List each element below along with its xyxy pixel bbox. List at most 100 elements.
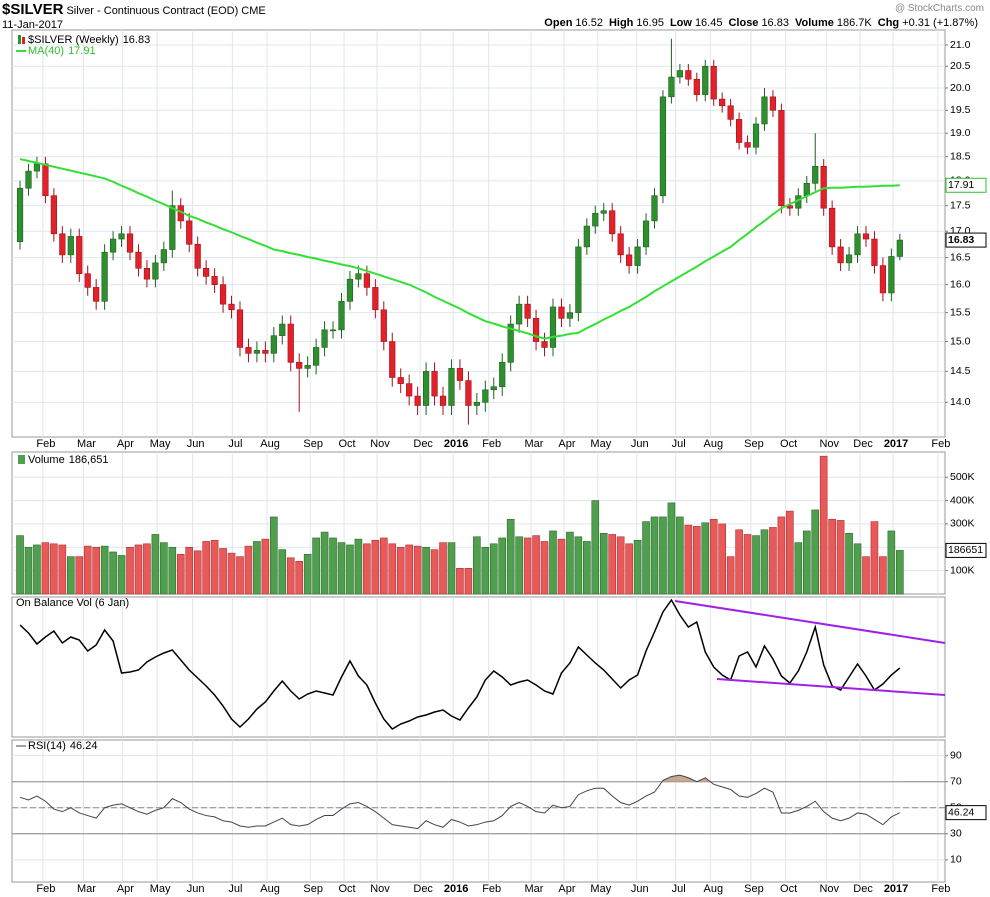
x-tick-label: Apr	[558, 438, 575, 450]
moving-average	[19, 158, 900, 340]
volume-bar	[439, 542, 447, 595]
candle-body	[845, 254, 853, 264]
y-tick-label: 100K	[950, 564, 975, 576]
candle-body	[228, 303, 235, 311]
legend-name: RSI(14)	[28, 740, 66, 752]
volume-bar	[227, 552, 236, 595]
candle-body	[363, 273, 370, 288]
volume-bar	[608, 534, 617, 595]
rsi-line	[19, 774, 901, 830]
x-tick-label: Nov	[370, 883, 390, 895]
volume-bar	[794, 542, 803, 595]
candle-body	[532, 318, 540, 342]
volume-bar	[532, 535, 540, 595]
volume-bar	[887, 530, 896, 595]
legend-price: $SILVER (Weekly) 16.83	[28, 34, 150, 46]
x-tick-label: Jul	[228, 883, 242, 895]
x-tick-label: Aug	[704, 438, 724, 450]
value-tag: 46.24	[948, 806, 974, 818]
volume-bar	[811, 509, 820, 595]
volume-bar	[506, 518, 515, 595]
value-tag-box	[945, 805, 987, 821]
x-tick-label: Sep	[303, 438, 323, 450]
volume-bar	[718, 523, 726, 595]
y-tick-label: 21.0	[950, 39, 971, 51]
value-tag: 16.83	[948, 234, 974, 246]
x-tick-label: Jul	[672, 438, 686, 450]
volume-bar	[16, 535, 24, 595]
x-tick-label: Feb	[36, 883, 55, 895]
volume-bar	[777, 516, 786, 595]
volume-bar	[489, 543, 498, 595]
x-tick-label: Sep	[744, 438, 764, 450]
candle-body	[524, 303, 531, 319]
volume-bar	[549, 530, 557, 595]
candle-body	[482, 389, 489, 403]
volume-bar	[244, 545, 253, 595]
candle-body	[676, 70, 683, 78]
candle-body	[33, 163, 41, 172]
candle-body	[490, 386, 497, 391]
volume-bar	[870, 521, 879, 595]
volume-bar	[303, 553, 312, 595]
candle-body	[59, 233, 66, 256]
candle-body	[575, 246, 582, 313]
candle-body	[473, 402, 480, 406]
obv-line	[19, 598, 901, 730]
chart-layer: 14.014.515.015.516.016.517.017.518.018.5…	[11, 29, 987, 895]
x-tick-label: 2017	[884, 883, 908, 895]
candle-body	[600, 210, 607, 214]
candle-body	[372, 287, 379, 311]
volume-bar	[684, 524, 693, 595]
volume-bar	[50, 543, 58, 595]
candle-body	[160, 249, 167, 264]
volume-bar	[405, 544, 413, 595]
watermark: @ StockCharts.com	[894, 3, 984, 14]
candle-body	[617, 233, 624, 256]
x-tick-label: Jun	[187, 438, 205, 450]
candle-body	[558, 306, 565, 319]
volume-bar	[692, 525, 701, 595]
candle-body	[516, 303, 523, 325]
candle-body	[879, 265, 887, 294]
stat-value: 16.83	[761, 17, 789, 29]
candle-body	[270, 335, 277, 354]
volume-bar	[286, 557, 295, 595]
volume-bar	[447, 542, 456, 595]
candle-body	[634, 246, 641, 266]
legend-volume: Volume 186,651	[28, 454, 108, 466]
volume-bar	[117, 555, 126, 595]
volume-bar	[176, 553, 185, 595]
candle-body	[253, 350, 261, 354]
candle-body	[304, 365, 311, 369]
candle-body	[422, 371, 430, 406]
volume-bar	[41, 542, 50, 595]
volume-bar	[236, 556, 244, 595]
volume-bar	[337, 542, 346, 595]
legend-name: Volume	[28, 454, 65, 466]
volume-bar	[760, 529, 769, 595]
y-tick-label: 19.5	[950, 104, 971, 116]
stat-label: Low	[669, 17, 692, 29]
candle-body	[626, 254, 633, 266]
candle-body	[414, 395, 421, 406]
candle-body	[25, 170, 32, 189]
stat-value: 16.95	[636, 17, 664, 29]
legend-icon	[18, 35, 21, 44]
y-tick-label: 14.5	[950, 365, 971, 377]
x-tick-label: Apr	[117, 438, 134, 450]
trendline	[674, 600, 946, 644]
candle-body	[84, 273, 91, 288]
value-tag-box	[945, 232, 987, 248]
volume-bar	[396, 546, 405, 595]
candle-body	[871, 238, 878, 266]
candle-body	[752, 123, 760, 148]
volume-bar	[143, 543, 151, 595]
candle-body	[186, 220, 193, 245]
volume-bar	[515, 536, 523, 595]
y-tick-label: 30	[950, 828, 962, 840]
volume-bar	[270, 516, 278, 595]
x-tick-label: Aug	[260, 883, 280, 895]
volume-bar	[836, 520, 845, 595]
x-tick-label: Oct	[780, 883, 797, 895]
